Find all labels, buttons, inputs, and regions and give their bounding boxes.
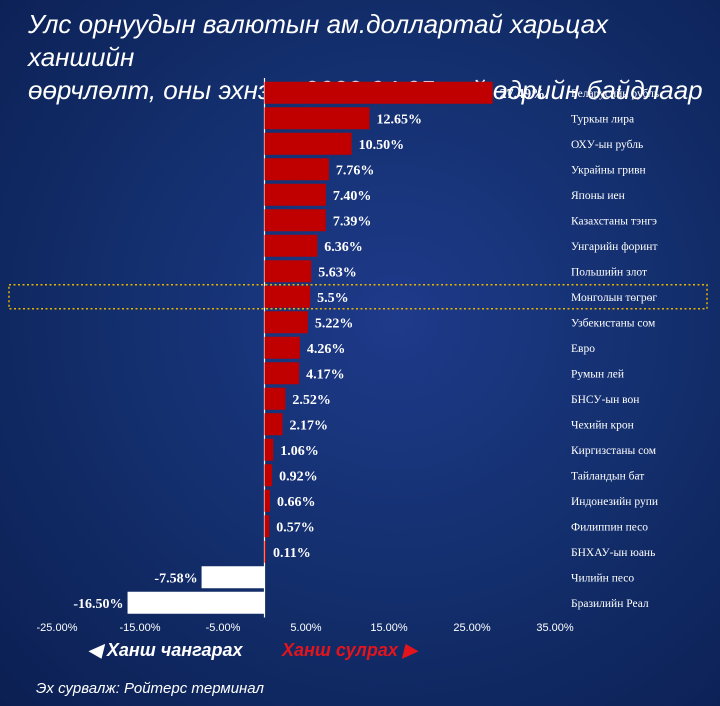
data-label: 7.39%	[333, 214, 372, 229]
chart-title: Улс орнуудын валютын ам.доллартай харьца…	[28, 8, 708, 107]
category-label: Украйны гривн	[571, 164, 646, 176]
x-tick-label: -15.00%	[120, 622, 161, 634]
category-label: Филиппин песо	[571, 521, 648, 533]
bar	[264, 438, 274, 461]
legend-weaken: Ханш сулрах ▶	[282, 640, 417, 661]
category-label: Унгарийн форинт	[571, 241, 657, 253]
data-label: 0.57%	[276, 520, 315, 535]
data-label: 6.36%	[324, 240, 363, 255]
legend-weaken-label: Ханш сулрах	[282, 640, 398, 660]
data-label: 0.11%	[273, 546, 311, 561]
category-label: ОХУ-ын рубль	[571, 139, 643, 151]
data-label: -7.58%	[154, 571, 197, 586]
bar	[264, 464, 273, 487]
category-label: Бразилийн Реал	[571, 598, 649, 610]
data-label: -16.50%	[73, 597, 123, 612]
data-label: 5.63%	[318, 265, 357, 280]
bar	[264, 234, 318, 257]
legend-strengthen: ◀ Ханш чангарах	[88, 640, 243, 661]
x-tick-label: -25.00%	[37, 622, 78, 634]
data-label: 2.17%	[290, 418, 329, 433]
x-tick-label: 35.00%	[536, 622, 574, 634]
source-note: Эх сурвалж: Ройтерс терминал	[36, 680, 264, 697]
bar	[264, 515, 270, 538]
x-tick-label: 15.00%	[370, 622, 408, 634]
category-label: Индонезийн рупи	[571, 496, 658, 508]
bar	[127, 591, 265, 614]
category-label: БНСУ-ын вон	[571, 394, 639, 406]
legend-strengthen-label: Ханш чангарах	[106, 640, 243, 660]
category-label: Японы иен	[571, 190, 625, 202]
category-label: БНХАУ-ын юань	[571, 547, 655, 559]
highlight-box	[8, 284, 708, 310]
data-label: 4.26%	[307, 342, 346, 357]
right-arrow-icon: ▶	[402, 640, 417, 660]
bar	[264, 107, 370, 130]
data-label: 1.06%	[280, 444, 319, 459]
bar	[264, 132, 352, 155]
data-label: 0.66%	[277, 495, 316, 510]
category-label: Узбекистаны сом	[571, 317, 656, 329]
bar	[264, 311, 308, 334]
category-label: Туркын лира	[571, 113, 634, 125]
bar	[264, 362, 300, 385]
category-label: Румын лей	[571, 368, 624, 380]
data-label: 0.92%	[279, 469, 318, 484]
data-label: 12.65%	[376, 112, 422, 127]
category-label: Беларусийн рубль	[571, 88, 659, 100]
left-arrow-icon: ◀	[88, 640, 102, 660]
category-label: Евро	[571, 343, 595, 355]
data-label: 2.52%	[292, 393, 331, 408]
category-label: Тайландын бат	[571, 470, 644, 482]
bar	[264, 285, 311, 308]
bar	[264, 183, 326, 206]
x-tick-label: 25.00%	[453, 622, 491, 634]
bar	[264, 260, 312, 283]
bar	[264, 413, 283, 436]
bar	[264, 158, 329, 181]
bar	[264, 387, 286, 410]
x-tick-label: -5.00%	[206, 622, 241, 634]
bar	[264, 209, 326, 232]
data-label: 27.49%	[500, 87, 546, 102]
bar	[264, 336, 300, 359]
bar	[264, 489, 270, 512]
currency-bar-chart: 27.49% Беларусийн рубль 12.65% Туркын лира 1…	[8, 81, 708, 634]
title-line-1: Улс орнуудын валютын ам.доллартай харьца…	[28, 9, 609, 72]
data-label: 7.40%	[333, 189, 372, 204]
category-label: Казахстаны тэнгэ	[571, 215, 657, 227]
bar	[264, 81, 493, 104]
data-label: 10.50%	[359, 138, 405, 153]
category-label: Монголын төгрөг	[571, 292, 657, 304]
x-tick-label: 5.00%	[290, 622, 321, 634]
category-label: Киргизстаны сом	[571, 445, 657, 457]
bar	[264, 540, 266, 563]
bar	[201, 566, 265, 589]
data-label: 5.22%	[315, 316, 354, 331]
data-label: 5.5%	[317, 291, 349, 306]
data-label: 4.17%	[306, 367, 345, 382]
category-label: Чилийн песо	[571, 572, 634, 584]
category-label: Польшийн злот	[571, 266, 647, 278]
category-label: Чехийн крон	[571, 419, 634, 431]
data-label: 7.76%	[336, 163, 375, 178]
